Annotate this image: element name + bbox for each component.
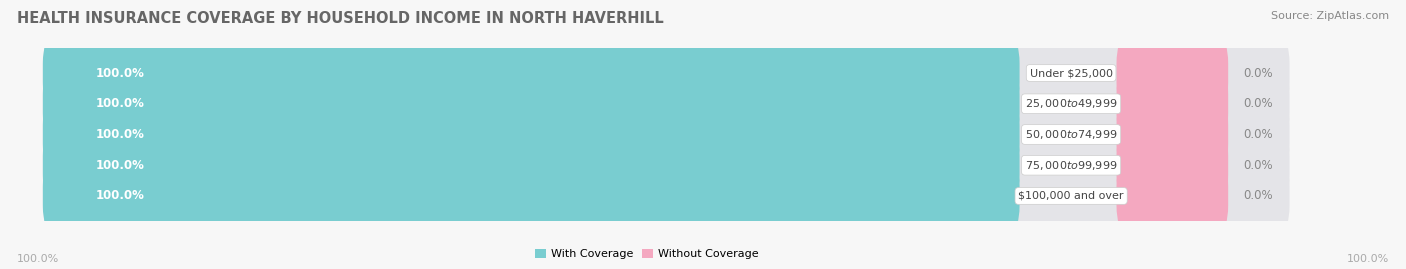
Text: 100.0%: 100.0% [1347,254,1389,264]
Text: 100.0%: 100.0% [17,254,59,264]
Text: $50,000 to $74,999: $50,000 to $74,999 [1025,128,1118,141]
Legend: With Coverage, Without Coverage: With Coverage, Without Coverage [531,244,762,263]
Text: 0.0%: 0.0% [1243,189,1272,203]
FancyBboxPatch shape [42,162,1019,230]
Text: 100.0%: 100.0% [96,189,145,203]
FancyBboxPatch shape [1116,100,1229,169]
FancyBboxPatch shape [42,70,1019,138]
FancyBboxPatch shape [42,131,1019,199]
Text: 0.0%: 0.0% [1243,97,1272,110]
Text: Under $25,000: Under $25,000 [1029,68,1112,78]
FancyBboxPatch shape [1116,162,1229,230]
Text: 0.0%: 0.0% [1243,159,1272,172]
Text: 100.0%: 100.0% [96,159,145,172]
FancyBboxPatch shape [42,131,1289,199]
Text: HEALTH INSURANCE COVERAGE BY HOUSEHOLD INCOME IN NORTH HAVERHILL: HEALTH INSURANCE COVERAGE BY HOUSEHOLD I… [17,11,664,26]
Text: $25,000 to $49,999: $25,000 to $49,999 [1025,97,1118,110]
Text: 100.0%: 100.0% [96,66,145,80]
FancyBboxPatch shape [1116,39,1229,107]
FancyBboxPatch shape [42,39,1289,107]
Text: 100.0%: 100.0% [96,128,145,141]
FancyBboxPatch shape [42,100,1019,169]
FancyBboxPatch shape [42,39,1019,107]
Text: Source: ZipAtlas.com: Source: ZipAtlas.com [1271,11,1389,21]
FancyBboxPatch shape [42,100,1289,169]
Text: $100,000 and over: $100,000 and over [1018,191,1123,201]
Text: 0.0%: 0.0% [1243,128,1272,141]
FancyBboxPatch shape [1116,131,1229,199]
FancyBboxPatch shape [42,162,1289,230]
FancyBboxPatch shape [1116,70,1229,138]
Text: $75,000 to $99,999: $75,000 to $99,999 [1025,159,1118,172]
FancyBboxPatch shape [42,70,1289,138]
Text: 100.0%: 100.0% [96,97,145,110]
Text: 0.0%: 0.0% [1243,66,1272,80]
